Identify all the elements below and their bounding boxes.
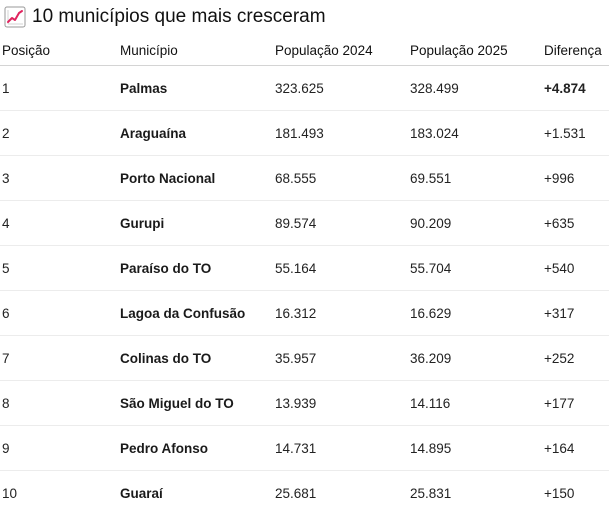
page-header: 10 municípios que mais cresceram	[4, 4, 326, 30]
cell-population-2025: 69.551	[410, 156, 544, 201]
cell-difference: +635	[544, 201, 609, 246]
cell-municipality: São Miguel do TO	[120, 381, 275, 426]
cell-population-2024: 323.625	[275, 66, 410, 111]
cell-population-2025: 90.209	[410, 201, 544, 246]
cell-difference: +164	[544, 426, 609, 471]
cell-position: 4	[0, 201, 120, 246]
cell-population-2024: 55.164	[275, 246, 410, 291]
column-header-municipality[interactable]: Município	[120, 36, 275, 66]
cell-municipality: Gurupi	[120, 201, 275, 246]
cell-position: 2	[0, 111, 120, 156]
cell-municipality: Paraíso do TO	[120, 246, 275, 291]
cell-difference: +1.531	[544, 111, 609, 156]
cell-position: 10	[0, 471, 120, 515]
cell-population-2025: 328.499	[410, 66, 544, 111]
cell-difference: +150	[544, 471, 609, 515]
cell-municipality: Pedro Afonso	[120, 426, 275, 471]
cell-population-2025: 14.116	[410, 381, 544, 426]
cell-population-2024: 13.939	[275, 381, 410, 426]
growth-table: Posição Município População 2024 Populaç…	[0, 36, 609, 515]
cell-position: 7	[0, 336, 120, 381]
cell-difference: +177	[544, 381, 609, 426]
cell-position: 5	[0, 246, 120, 291]
cell-difference: +996	[544, 156, 609, 201]
cell-population-2025: 25.831	[410, 471, 544, 515]
cell-population-2024: 25.681	[275, 471, 410, 515]
cell-population-2025: 16.629	[410, 291, 544, 336]
cell-population-2025: 14.895	[410, 426, 544, 471]
column-header-population-2025[interactable]: População 2025	[410, 36, 544, 66]
cell-population-2024: 35.957	[275, 336, 410, 381]
column-header-population-2024[interactable]: População 2024	[275, 36, 410, 66]
cell-population-2025: 36.209	[410, 336, 544, 381]
chart-increasing-icon	[4, 6, 26, 28]
cell-position: 3	[0, 156, 120, 201]
column-header-position[interactable]: Posição	[0, 36, 120, 66]
cell-municipality: Colinas do TO	[120, 336, 275, 381]
page-title: 10 municípios que mais cresceram	[32, 6, 326, 28]
cell-municipality: Palmas	[120, 66, 275, 111]
cell-population-2024: 14.731	[275, 426, 410, 471]
cell-position: 9	[0, 426, 120, 471]
cell-difference: +4.874	[544, 66, 609, 111]
cell-municipality: Araguaína	[120, 111, 275, 156]
cell-position: 8	[0, 381, 120, 426]
cell-population-2024: 181.493	[275, 111, 410, 156]
cell-difference: +317	[544, 291, 609, 336]
cell-population-2025: 183.024	[410, 111, 544, 156]
cell-municipality: Lagoa da Confusão	[120, 291, 275, 336]
cell-population-2025: 55.704	[410, 246, 544, 291]
cell-population-2024: 16.312	[275, 291, 410, 336]
cell-difference: +252	[544, 336, 609, 381]
cell-population-2024: 68.555	[275, 156, 410, 201]
cell-municipality: Guaraí	[120, 471, 275, 515]
cell-position: 1	[0, 66, 120, 111]
cell-municipality: Porto Nacional	[120, 156, 275, 201]
column-header-difference[interactable]: Diferença	[544, 36, 609, 66]
cell-population-2024: 89.574	[275, 201, 410, 246]
table-header-row: Posição Município População 2024 Populaç…	[0, 36, 609, 66]
cell-position: 6	[0, 291, 120, 336]
cell-difference: +540	[544, 246, 609, 291]
